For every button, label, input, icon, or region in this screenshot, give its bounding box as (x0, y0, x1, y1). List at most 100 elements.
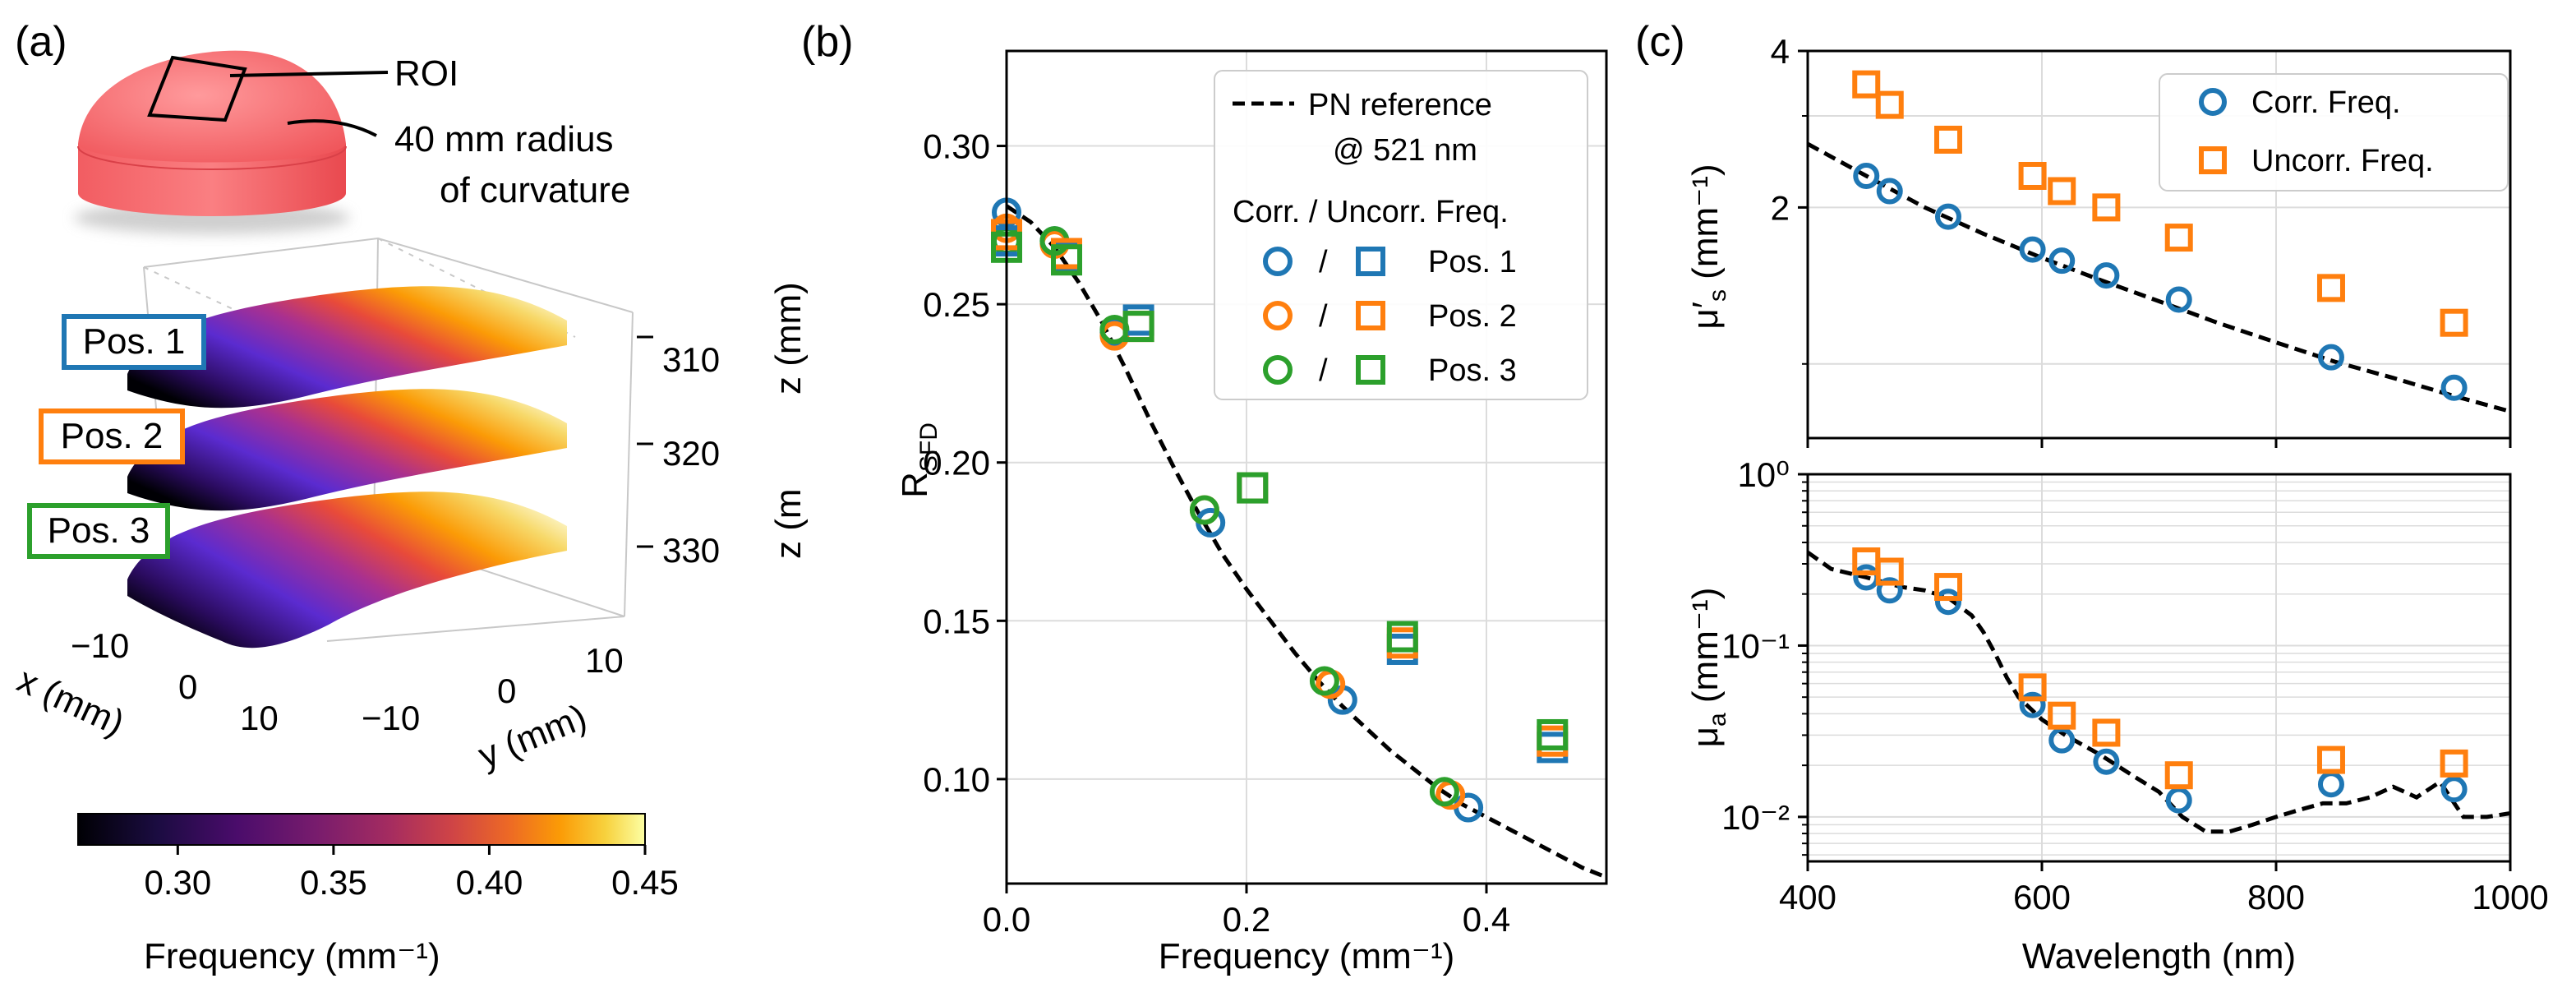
corr-point (1935, 203, 1961, 230)
curvature-pointer (287, 119, 377, 137)
legend-c: Corr. Freq. Uncorr. Freq. (2159, 73, 2509, 192)
legend-pos2-circle (1263, 301, 1293, 330)
corr-point (1309, 666, 1339, 696)
x-tick-label: 10 (240, 699, 279, 737)
reference-curve (1005, 204, 1607, 879)
corr-point (2165, 787, 2192, 814)
x-tick-label: 600 (2013, 878, 2071, 916)
panel-b: (b) 0.0 0.2 0.4 0.10 0.15 0.20 0.25 0.30 Frequen… (801, 18, 1608, 976)
colorbar: Frequency (mm⁻¹) 0.30 0.35 0.40 0.45 (77, 813, 679, 976)
box-front-floor (326, 616, 625, 642)
corr-point (1853, 162, 1880, 189)
pos2-tag-box (39, 408, 185, 464)
corr-point (1876, 178, 1903, 205)
colorbar-gradient (77, 813, 646, 846)
corr-point (1189, 495, 1219, 525)
frequency-surfaces (127, 286, 567, 649)
plot-b-frame (1005, 49, 1608, 885)
legend-c-frame (2159, 73, 2509, 192)
uncorr-point (2440, 749, 2468, 778)
panel-b-label: (b) (801, 18, 854, 66)
legend-b-frame (1214, 70, 1588, 400)
surface-pos3 (127, 492, 567, 649)
x-tick-label: 800 (2247, 878, 2305, 916)
y-tick-label: 10⁰ (1737, 455, 1790, 494)
x-axis-label: Frequency (mm⁻¹) (1159, 936, 1455, 976)
x-axis-label: x (mm) (12, 660, 131, 744)
uncorr-point (1237, 472, 1269, 504)
reference-curve (1806, 141, 2511, 414)
z-tick-label: 330 (662, 531, 720, 570)
y-tick-label: 0.25 (923, 285, 990, 324)
corr-point (2093, 748, 2120, 775)
corr-point (2165, 286, 2192, 313)
y-tick-label: −10 (362, 699, 420, 737)
uncorr-point (2316, 274, 2345, 302)
roi-pointer (229, 71, 389, 77)
legend-pos1-square (1356, 247, 1385, 276)
legend-corr-marker (2199, 88, 2227, 116)
plot-ctop-frame (1806, 49, 2512, 440)
y-tick-label: 0.30 (923, 127, 990, 166)
uncorr-point (1875, 557, 1904, 586)
uncorr-point (2018, 673, 2047, 702)
panel-c: (c) 2 4 μ′s (mm⁻¹) 400 600 800 1000 10⁻² 10⁻¹ 10… (1635, 18, 2549, 976)
legend-corr-label: Corr. Freq. (2251, 85, 2401, 120)
uncorr-point (1122, 311, 1154, 343)
uncorr-point (1852, 70, 1881, 99)
position-tags: Pos. 1 Pos. 2 Pos. 3 (27, 314, 206, 559)
y-axis-label: μa (mm⁻¹) (1685, 588, 1731, 748)
legend-b: PN reference @ 521 nm Corr. / Uncorr. Fr… (1214, 70, 1588, 400)
panel-a: (a) ROI 40 mm radius of curvature (12, 18, 809, 976)
legend-pos1-label: Pos. 1 (1428, 245, 1517, 279)
pos3-tag-label: Pos. 3 (48, 510, 150, 551)
z-tick-label: 310 (662, 340, 720, 379)
plot-c-bottom: 400 600 800 1000 10⁻² 10⁻¹ 10⁰ Wavelength (nm) μ… (1685, 455, 2549, 976)
y-tick-label: 10 (585, 641, 624, 680)
phantom-top (78, 50, 346, 163)
y-axis-label: y (mm) (472, 697, 592, 777)
curvature-label-line2: of curvature (440, 170, 630, 210)
curvature-label-line1: 40 mm radius (394, 119, 614, 159)
legend-separator: / (1319, 299, 1328, 334)
z-axis: 310 320 330 z (mm) z (m (637, 282, 809, 570)
phantom-illustration: ROI 40 mm radius of curvature (74, 50, 630, 234)
pos1-tag-box (62, 314, 206, 370)
y-axis-label: RSFD (895, 422, 942, 498)
legend-reference-line1: PN reference (1308, 88, 1492, 122)
y-tick-label: 4 (1771, 32, 1790, 71)
uncorr-point (1051, 244, 1082, 276)
corr-point (2317, 771, 2344, 798)
z-axis-label-clipped: z (m (768, 488, 809, 559)
legend-header: Corr. / Uncorr. Freq. (1233, 195, 1509, 229)
roi-label: ROI (394, 53, 459, 94)
uncorr-point (1386, 621, 1418, 653)
pos1-tag-label: Pos. 1 (83, 321, 186, 362)
legend-uncorr-marker (2199, 146, 2227, 174)
corr-point (2440, 776, 2468, 803)
corr-point (2093, 262, 2120, 289)
x-axis-label: Wavelength (nm) (2022, 936, 2296, 976)
y-tick-label: 0.20 (923, 444, 990, 482)
x-tick-label: 400 (1779, 878, 1836, 916)
corr-point (2317, 344, 2344, 371)
uncorr-point (1537, 718, 1569, 750)
corr-point (2019, 691, 2046, 718)
x-tick-label: 1000 (2472, 878, 2548, 916)
corr-point (2019, 236, 2046, 263)
xy-axes: −10 0 10 x (mm) −10 0 10 y (mm) (12, 626, 624, 776)
y-tick-label: 0.10 (923, 760, 990, 799)
phantom-rim (77, 145, 347, 170)
box-back-vertical (373, 238, 379, 535)
y-tick-label: 0.15 (923, 602, 990, 640)
legend-pos3-square (1356, 355, 1385, 385)
x-tick-label: −10 (71, 626, 129, 665)
uncorr-point (1237, 472, 1269, 504)
uncorr-point (2316, 745, 2345, 774)
legend-pos2-label: Pos. 2 (1428, 299, 1517, 334)
x-tick-label: 0.0 (983, 900, 1030, 939)
uncorr-point (2048, 701, 2076, 730)
corr-point (2440, 374, 2468, 401)
x-tick-label: 0.4 (1463, 900, 1510, 939)
panel-c-label: (c) (1635, 18, 1685, 66)
